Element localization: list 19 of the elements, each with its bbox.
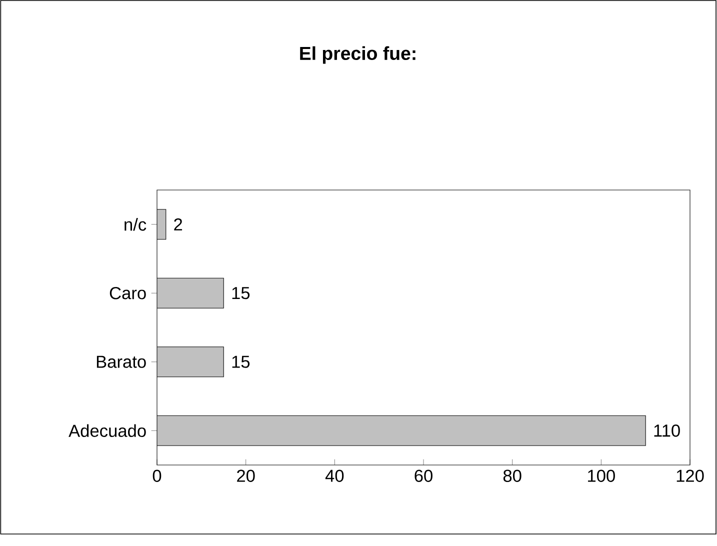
x-tick-label: 20 xyxy=(237,470,255,482)
x-tick-label: 120 xyxy=(676,470,704,482)
data-label: 110 xyxy=(654,424,680,437)
bar xyxy=(157,415,646,446)
x-tick-label: 60 xyxy=(414,470,432,482)
data-label: 15 xyxy=(232,287,250,300)
bar xyxy=(157,346,224,378)
y-tick-label: Caro xyxy=(110,286,146,300)
y-tick-label: Barato xyxy=(96,356,146,368)
x-tick-label: 100 xyxy=(588,470,615,482)
data-label: 2 xyxy=(174,218,182,230)
x-tick-label: 40 xyxy=(325,470,344,482)
chart-title: El precio fue: xyxy=(300,46,416,64)
y-tick-label: n/c xyxy=(124,218,146,231)
y-tick-label: Adecuado xyxy=(68,424,146,437)
data-label: 15 xyxy=(232,356,250,368)
x-tick-label: 0 xyxy=(152,470,162,482)
bar xyxy=(157,278,224,308)
x-tick-label: 80 xyxy=(503,470,522,482)
